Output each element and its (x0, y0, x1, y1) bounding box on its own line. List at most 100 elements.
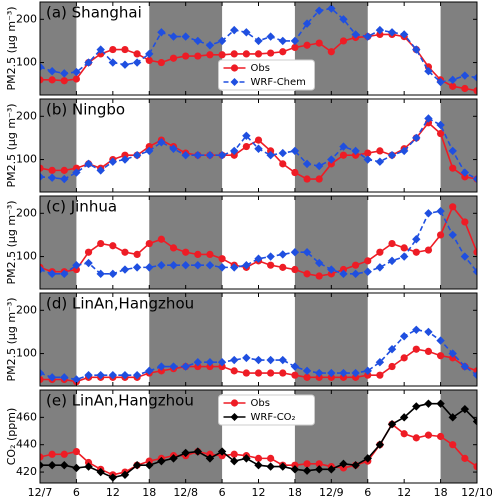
diamond-marker (242, 353, 251, 363)
circle-marker (400, 354, 408, 362)
diamond-marker (145, 49, 154, 59)
diamond-marker (412, 235, 421, 244)
diamond-marker (436, 120, 445, 130)
x-tick-label: 12/9 (319, 486, 344, 499)
diamond-marker (436, 206, 445, 216)
diamond-marker (60, 461, 69, 470)
circle-marker (327, 160, 335, 168)
circle-marker (84, 248, 93, 256)
diamond-marker (132, 370, 142, 380)
diamond-marker (278, 462, 287, 471)
diamond-marker (230, 355, 239, 365)
circle-marker (218, 362, 226, 371)
night-shade (149, 99, 223, 192)
diamond-marker (157, 362, 166, 371)
circle-marker (194, 362, 202, 371)
diamond-marker (181, 362, 190, 371)
circle-marker (449, 164, 457, 172)
x-tick-label: 6 (219, 486, 226, 499)
diamond-marker (205, 358, 215, 367)
diamond-marker (72, 168, 81, 177)
circle-marker (436, 432, 445, 441)
diamond-marker (169, 261, 178, 270)
diamond-marker (96, 467, 105, 477)
legend-label: WRF-CO₂ (251, 412, 296, 423)
diamond-marker (205, 41, 215, 50)
circle-marker (327, 270, 335, 278)
circle-marker (473, 462, 477, 471)
diamond-marker (399, 332, 409, 341)
circle-marker (315, 373, 323, 381)
diamond-marker (205, 454, 215, 463)
circle-marker (412, 248, 420, 256)
legend-marker (230, 413, 239, 421)
diamond-marker (96, 269, 105, 279)
diamond-marker (472, 370, 477, 380)
circle-marker (303, 373, 311, 381)
circle-marker (279, 160, 287, 168)
diamond-marker (169, 144, 178, 153)
circle-marker (291, 371, 299, 379)
diamond-marker (40, 265, 45, 274)
circle-marker (169, 54, 178, 62)
diamond-marker (314, 368, 324, 378)
diamond-marker (84, 370, 93, 380)
diamond-marker (72, 375, 81, 384)
diamond-marker (351, 368, 360, 378)
circle-marker (449, 441, 457, 449)
circle-marker (461, 84, 469, 93)
circle-marker (40, 164, 44, 172)
night-shade (440, 293, 477, 386)
diamond-marker (327, 155, 336, 164)
circle-marker (473, 248, 477, 256)
diamond-marker (84, 58, 93, 67)
diamond-marker (266, 462, 275, 471)
y-tick-label: 440 (16, 438, 37, 451)
diamond-marker (47, 67, 57, 76)
circle-marker (145, 142, 153, 151)
diamond-marker (120, 265, 130, 274)
diamond-marker (448, 75, 457, 85)
night-shade (440, 2, 477, 95)
circle-marker (436, 231, 445, 239)
diamond-marker (436, 336, 445, 345)
circle-marker (182, 248, 190, 256)
legend-label: Obs (251, 398, 270, 409)
legend-label: WRF-Chem (251, 77, 306, 88)
diamond-marker (120, 470, 130, 479)
circle-marker (279, 369, 287, 377)
circle-marker (145, 239, 153, 248)
circle-marker (376, 30, 384, 39)
series-line (40, 205, 477, 277)
circle-marker (72, 265, 81, 274)
circle-marker (242, 369, 250, 377)
diamond-marker (47, 173, 57, 182)
diamond-marker (132, 151, 142, 160)
circle-marker (424, 119, 433, 127)
circle-marker (157, 367, 165, 375)
diamond-marker (278, 148, 287, 158)
circle-marker (279, 263, 287, 271)
y-tick-label: 200 (16, 12, 37, 25)
legend-marker (230, 399, 239, 407)
diamond-marker (460, 168, 470, 177)
diamond-marker (424, 67, 433, 76)
circle-marker (267, 147, 275, 155)
x-tick-label: 12/10 (461, 486, 492, 499)
diamond-marker (108, 269, 118, 279)
series-line (40, 348, 477, 383)
diamond-marker (157, 456, 166, 466)
diamond-marker (169, 32, 178, 41)
diamond-marker (339, 15, 348, 24)
diamond-marker (193, 261, 203, 270)
circle-marker (424, 431, 433, 439)
diamond-marker (72, 463, 81, 473)
circle-marker (473, 87, 477, 95)
circle-marker (206, 250, 214, 258)
diamond-marker (254, 355, 263, 365)
diamond-marker (60, 269, 69, 279)
x-tick-label: 18 (434, 486, 448, 499)
diamond-marker (351, 269, 360, 279)
diamond-marker (242, 131, 251, 140)
